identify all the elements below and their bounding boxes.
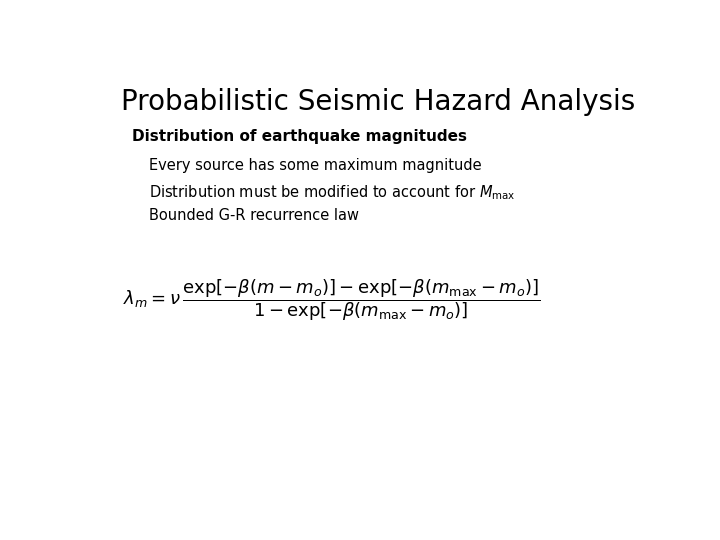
Text: Distribution of earthquake magnitudes: Distribution of earthquake magnitudes [132,129,467,144]
Text: $\lambda_m = \nu \, \dfrac{\exp[-\beta(m - m_o)] - \exp[-\beta(m_{\mathrm{max}} : $\lambda_m = \nu \, \dfrac{\exp[-\beta(m… [124,277,541,322]
Text: Distribution must be modified to account for $M_{\mathrm{max}}$: Distribution must be modified to account… [148,183,516,202]
Text: Probabilistic Seismic Hazard Analysis: Probabilistic Seismic Hazard Analysis [121,87,635,116]
Text: Every source has some maximum magnitude: Every source has some maximum magnitude [148,158,481,173]
Text: Bounded G-R recurrence law: Bounded G-R recurrence law [148,208,359,223]
